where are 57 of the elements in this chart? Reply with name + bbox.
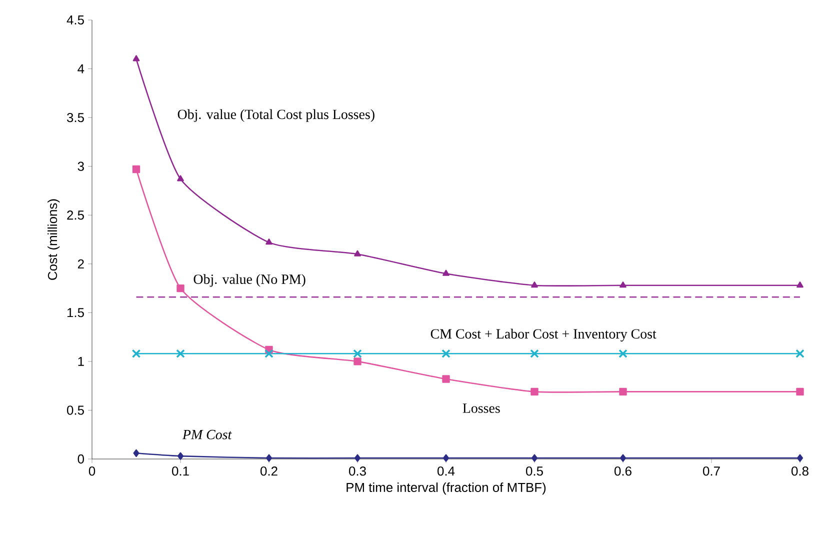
y-tick-label: 0 xyxy=(78,454,84,464)
y-tick-label: 1.5 xyxy=(67,308,84,318)
x-tick-label: 0.2 xyxy=(260,466,278,476)
x-axis-title: PM time interval (fraction of MTBF) xyxy=(346,482,546,495)
series-label: CM Cost + Labor Cost + Inventory Cost xyxy=(430,328,656,342)
x-tick-label: 0.1 xyxy=(172,466,189,476)
point xyxy=(176,349,185,358)
point xyxy=(619,388,627,396)
y-axis-title: Cost (millions) xyxy=(48,199,60,280)
x-tick-label: 0.4 xyxy=(438,466,455,476)
point xyxy=(618,349,628,358)
point xyxy=(354,250,361,256)
x-tick-label: 0.6 xyxy=(614,466,632,476)
y-tick-label: 1 xyxy=(78,356,84,366)
point xyxy=(442,375,450,383)
point xyxy=(354,454,361,462)
point xyxy=(266,238,272,245)
point xyxy=(353,349,362,358)
point xyxy=(796,388,804,396)
point xyxy=(530,388,538,396)
point xyxy=(132,55,140,62)
x-tick-label: 0.8 xyxy=(791,466,808,476)
point xyxy=(132,349,141,358)
point xyxy=(354,358,362,366)
point xyxy=(442,349,450,358)
y-tick-label: 3.5 xyxy=(66,112,84,122)
x-tick-label: 0.3 xyxy=(349,466,366,476)
point xyxy=(530,349,539,358)
x-tick-label: 0.7 xyxy=(703,466,720,476)
series-label: Obj. value (Total Cost plus Losses) xyxy=(178,109,374,122)
point xyxy=(176,284,184,292)
point xyxy=(796,349,804,358)
series-label: Obj. value (No PM) xyxy=(194,274,306,287)
point xyxy=(266,454,272,462)
point xyxy=(442,454,450,462)
series-label: PM Cost xyxy=(182,430,232,440)
point xyxy=(796,454,804,462)
y-tick-label: 4.5 xyxy=(66,15,84,25)
point xyxy=(132,165,140,174)
y-tick-label: 2 xyxy=(78,259,84,268)
point xyxy=(620,454,626,462)
point xyxy=(264,349,274,358)
point xyxy=(620,282,626,288)
series-label: Losses xyxy=(462,404,500,413)
point xyxy=(796,282,804,288)
point xyxy=(531,282,538,288)
point xyxy=(531,454,538,462)
y-tick-label: 4 xyxy=(78,64,84,74)
y-tick-label: 3 xyxy=(78,162,84,171)
point xyxy=(133,449,140,457)
point xyxy=(177,452,184,460)
point xyxy=(177,175,184,182)
point xyxy=(442,270,450,276)
x-tick-label: 0.5 xyxy=(526,466,543,476)
y-tick-label: 0.5 xyxy=(66,406,84,415)
x-tick-label: 0 xyxy=(88,466,96,476)
y-tick-label: 2.5 xyxy=(67,210,84,220)
